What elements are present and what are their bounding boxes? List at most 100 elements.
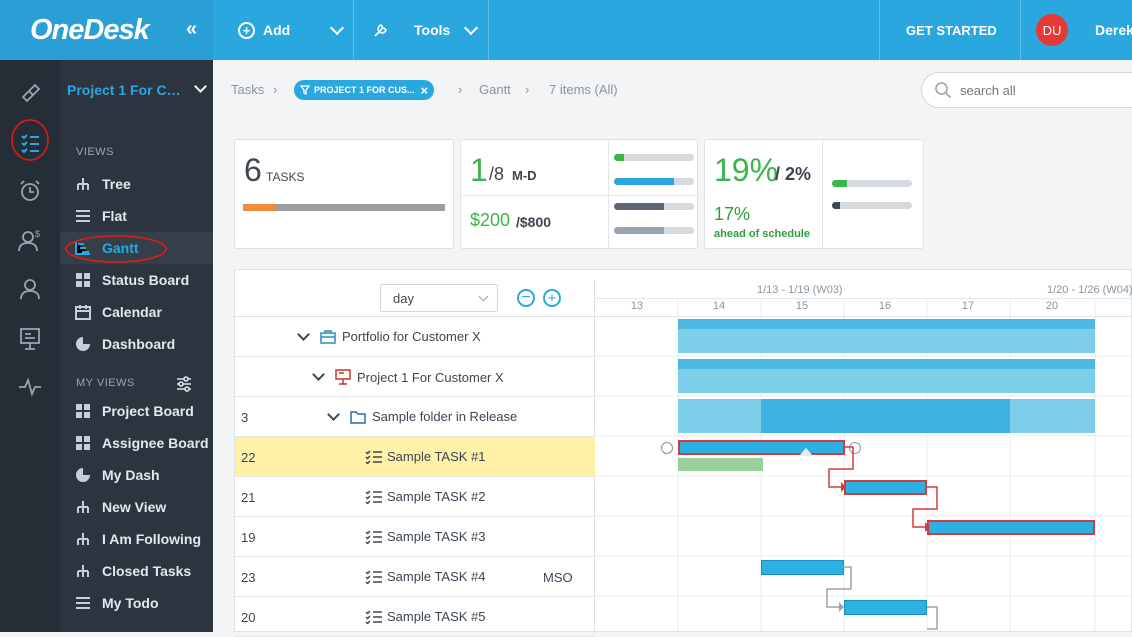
divider bbox=[353, 0, 354, 60]
divider bbox=[595, 298, 1132, 299]
md-value: 1 bbox=[470, 152, 488, 188]
chevron-down-icon[interactable] bbox=[297, 327, 310, 341]
sidebar-item-dashboard[interactable]: Dashboard bbox=[60, 328, 213, 360]
table-row[interactable]: 19 Sample TASK #3 bbox=[235, 517, 595, 557]
avatar[interactable]: DU bbox=[1036, 14, 1068, 46]
zoom-out-button[interactable]: − bbox=[517, 289, 535, 307]
task-list-icon bbox=[365, 489, 382, 504]
sidebar-item-i-am-following[interactable]: I Am Following bbox=[60, 523, 213, 555]
progress-bar bbox=[614, 178, 694, 185]
row-label-text: Sample TASK #5 bbox=[387, 609, 486, 624]
sidebar-item-assignee-board[interactable]: Assignee Board bbox=[60, 427, 213, 459]
board-icon bbox=[74, 271, 92, 289]
chevron-right-icon: › bbox=[273, 82, 278, 97]
progress-handle[interactable] bbox=[799, 448, 813, 456]
sidebar-item-label: Assignee Board bbox=[102, 435, 209, 451]
tasks-card[interactable]: 6 TASKS bbox=[234, 139, 454, 249]
breadcrumb-tasks[interactable]: Tasks bbox=[231, 82, 265, 97]
row-id: 20 bbox=[241, 610, 256, 625]
task-bar-5[interactable] bbox=[844, 600, 927, 615]
users-icon[interactable] bbox=[15, 274, 45, 304]
customer-dollar-icon[interactable]: $ bbox=[15, 226, 45, 256]
percent-planned: / 2% bbox=[775, 164, 812, 184]
percent-complete: 19% bbox=[714, 152, 779, 188]
ticket-icon[interactable] bbox=[15, 77, 45, 107]
task-bar-1[interactable] bbox=[678, 440, 845, 455]
add-label: Add bbox=[263, 22, 291, 38]
baseline-bar bbox=[678, 458, 763, 471]
drag-handle[interactable] bbox=[661, 442, 673, 454]
breadcrumb-gantt[interactable]: Gantt bbox=[479, 82, 511, 97]
add-dropdown[interactable] bbox=[324, 0, 345, 60]
divider bbox=[608, 195, 698, 196]
table-row[interactable]: 3 Sample folder in Release bbox=[235, 397, 595, 437]
sliders-icon[interactable] bbox=[175, 375, 193, 393]
user-name[interactable]: Derek bbox=[1095, 22, 1132, 38]
table-row[interactable]: 23 Sample TASK #4 MSO bbox=[235, 557, 595, 597]
row-label-text: Sample TASK #4 bbox=[387, 569, 486, 584]
presentation-icon[interactable] bbox=[15, 324, 45, 354]
sidebar-item-my-todo[interactable]: My Todo bbox=[60, 587, 213, 619]
divider bbox=[488, 0, 489, 60]
row-id: 21 bbox=[241, 490, 256, 505]
highlight-circle-icon bbox=[65, 235, 167, 263]
search-input[interactable] bbox=[960, 82, 1110, 98]
tools-label: Tools bbox=[414, 22, 451, 38]
folder-icon bbox=[350, 410, 366, 424]
sidebar-item-label: My Todo bbox=[102, 595, 159, 611]
search-box[interactable] bbox=[921, 72, 1132, 108]
tasks-icon[interactable] bbox=[15, 127, 45, 157]
get-started-button[interactable]: GET STARTED bbox=[906, 22, 997, 38]
progress-bar bbox=[832, 180, 912, 187]
effort-card[interactable]: 1 /8 M-D $200 /$800 bbox=[460, 139, 698, 249]
project-selector[interactable]: Project 1 For Customer X bbox=[67, 82, 189, 98]
table-row[interactable]: 21 Sample TASK #2 bbox=[235, 477, 595, 517]
portfolio-summary-bar[interactable] bbox=[678, 319, 1095, 353]
table-row[interactable]: Portfolio for Customer X bbox=[235, 317, 595, 357]
divider bbox=[879, 0, 880, 60]
tree-icon bbox=[74, 530, 92, 548]
divider bbox=[461, 195, 608, 196]
md-total: /8 bbox=[489, 164, 505, 184]
sidebar-item-label: I Am Following bbox=[102, 531, 202, 547]
sidebar-item-tree[interactable]: Tree bbox=[60, 168, 213, 200]
chevron-down-icon[interactable] bbox=[312, 368, 325, 381]
filter-chip-label: PROJECT 1 FOR CUS... bbox=[314, 85, 415, 95]
zoom-in-button[interactable]: + bbox=[543, 289, 561, 307]
folder-summary-bar[interactable] bbox=[678, 399, 1095, 433]
table-row[interactable]: Project 1 For Customer X bbox=[235, 357, 595, 397]
project-summary-bar[interactable] bbox=[678, 359, 1095, 393]
day-label: 15 bbox=[795, 300, 809, 312]
ahead-label: ahead of schedule bbox=[714, 228, 810, 240]
schedule-card[interactable]: 19% / 2% 17% ahead of schedule bbox=[704, 139, 924, 249]
filter-chip[interactable]: PROJECT 1 FOR CUS... × bbox=[294, 80, 435, 100]
chevron-down-icon[interactable] bbox=[327, 407, 340, 421]
week-label: 1/13 - 1/19 (W03) bbox=[757, 284, 843, 296]
views-header: VIEWS bbox=[76, 146, 114, 158]
sidebar-item-project-board[interactable]: Project Board bbox=[60, 395, 213, 427]
table-row[interactable]: 20 Sample TASK #5 bbox=[235, 597, 595, 637]
task-list-icon bbox=[365, 569, 382, 584]
sidebar-item-label: Tree bbox=[102, 176, 131, 192]
close-icon[interactable]: × bbox=[420, 82, 429, 98]
sidebar-item-status-board[interactable]: Status Board bbox=[60, 264, 213, 296]
progress-bar bbox=[614, 203, 694, 210]
zoom-select-value: day bbox=[393, 290, 414, 306]
week-label: 1/20 - 1/26 (W04) bbox=[1047, 284, 1132, 296]
day-label: 20 bbox=[1045, 300, 1059, 312]
collapse-sidebar-button[interactable]: « bbox=[186, 18, 198, 40]
sidebar-item-my-dash[interactable]: My Dash bbox=[60, 459, 213, 491]
table-row[interactable]: 22 Sample TASK #1 bbox=[235, 437, 595, 477]
sidebar-item-flat[interactable]: Flat bbox=[60, 200, 213, 232]
sidebar-item-new-view[interactable]: New View bbox=[60, 491, 213, 523]
activity-icon[interactable] bbox=[15, 372, 45, 402]
tools-button[interactable]: Tools bbox=[372, 0, 479, 60]
sidebar-item-closed-tasks[interactable]: Closed Tasks bbox=[60, 555, 213, 587]
sidebar-item-calendar[interactable]: Calendar bbox=[60, 296, 213, 328]
drag-handle[interactable] bbox=[849, 442, 861, 454]
add-button[interactable]: + Add bbox=[238, 0, 290, 60]
alarm-clock-icon[interactable] bbox=[15, 176, 45, 206]
row-label-text: Portfolio for Customer X bbox=[342, 329, 481, 344]
zoom-select[interactable]: day bbox=[380, 284, 498, 312]
dashboard-icon bbox=[74, 335, 92, 353]
